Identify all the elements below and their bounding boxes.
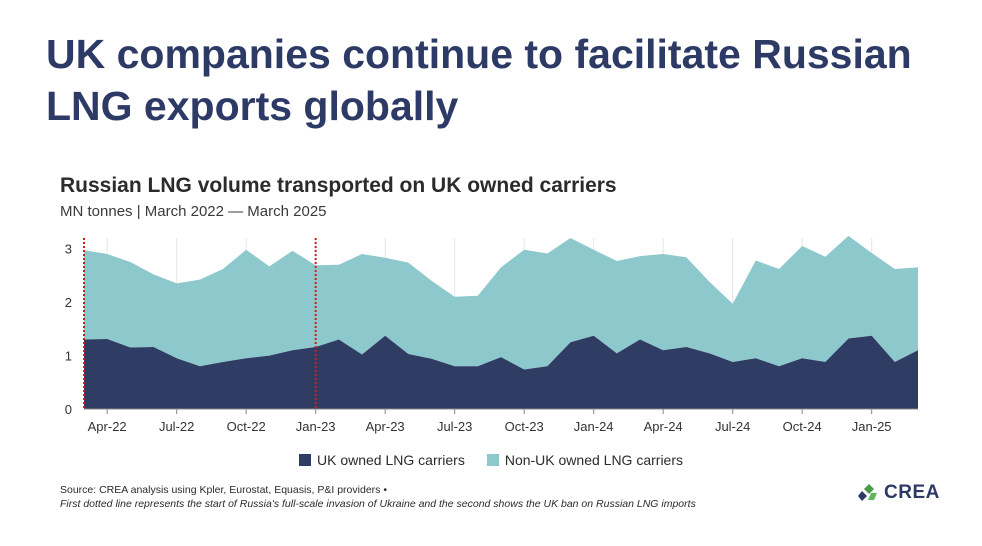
area-uk-owned bbox=[84, 335, 918, 409]
y-tick-label: 3 bbox=[65, 242, 72, 257]
x-tick-label: Jan-23 bbox=[296, 419, 336, 434]
x-tick-label: Jul-23 bbox=[437, 419, 472, 434]
x-tick-label: Apr-23 bbox=[366, 419, 405, 434]
legend-swatch-non-uk bbox=[486, 454, 499, 466]
logo-text: CREA bbox=[884, 482, 940, 503]
x-tick-label: Oct-22 bbox=[227, 419, 266, 434]
x-tick-label: Oct-23 bbox=[505, 419, 544, 434]
y-tick-label: 1 bbox=[65, 349, 72, 364]
x-tick-label: Oct-24 bbox=[783, 419, 822, 434]
legend-label-uk: UK owned LNG carriers bbox=[317, 452, 465, 468]
x-tick-label: Jul-24 bbox=[715, 419, 750, 434]
crea-logo-icon bbox=[858, 484, 877, 501]
legend-item-non-uk[interactable]: Non-UK owned LNG carriers bbox=[486, 452, 683, 468]
axes: Apr-22 Jul-22 Oct-22 Jan-23 Apr-23 Jul-23 Oct-… bbox=[65, 242, 918, 434]
event-lines bbox=[83, 238, 317, 409]
legend: UK owned LNG carriers Non-UK owned LNG c… bbox=[0, 452, 982, 468]
legend-label-non-uk: Non-UK owned LNG carriers bbox=[504, 452, 683, 468]
x-tick-label: Jan-24 bbox=[574, 419, 614, 434]
stacked-areas bbox=[84, 235, 918, 409]
chart-title: Russian LNG volume transported on UK own… bbox=[60, 174, 617, 197]
chart-subtitle: MN tonnes | March 2022 — March 2025 bbox=[60, 203, 327, 220]
x-tick-label: Apr-22 bbox=[88, 419, 127, 434]
x-tick-label: Apr-24 bbox=[644, 419, 683, 434]
x-tick-label: Jan-25 bbox=[852, 419, 892, 434]
y-tick-label: 2 bbox=[65, 295, 72, 310]
legend-swatch-uk bbox=[299, 454, 311, 466]
headline: UK companies continue to facilitate Russ… bbox=[46, 31, 912, 129]
x-tick-label: Jul-22 bbox=[159, 419, 194, 434]
legend-item-uk[interactable]: UK owned LNG carriers bbox=[299, 452, 465, 468]
crea-logo: CREA bbox=[858, 482, 940, 504]
y-tick-label: 0 bbox=[65, 402, 72, 417]
dotted-line-note: First dotted line represents the start o… bbox=[60, 498, 696, 510]
source-note: Source: CREA analysis using Kpler, Euros… bbox=[60, 484, 387, 496]
area-non-uk-owned bbox=[84, 235, 918, 370]
